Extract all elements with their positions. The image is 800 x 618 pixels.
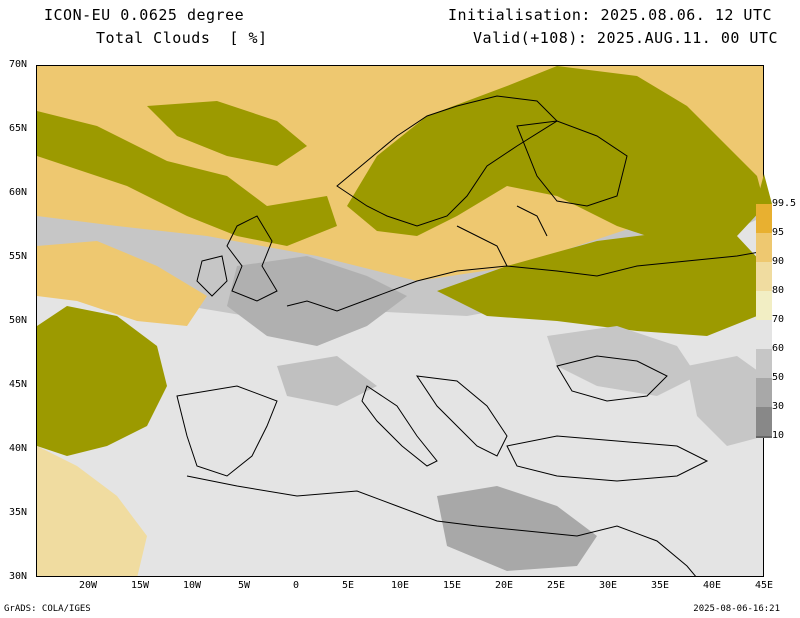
olive-cloud-sw-atlantic [37, 306, 167, 456]
map-canvas [37, 66, 763, 576]
init-time: Initialisation: 2025.08.06. 12 UTC [447, 6, 772, 24]
light-cloud-atlantic [37, 241, 207, 326]
olive-cloud-iceland [147, 101, 307, 166]
lon-tick-label: 45E [754, 580, 774, 591]
coastline-scandinavia [336, 95, 558, 227]
olive-cloud-atlantic-west [37, 111, 337, 246]
coastline-british-isles [226, 215, 278, 302]
grey-patches-black-sea [547, 326, 697, 396]
grey-patches-north-africa [437, 486, 597, 571]
legend-swatch [756, 407, 772, 436]
coastline-iberia [176, 385, 278, 477]
light-cloud-sw [37, 446, 147, 576]
legend-swatch [756, 204, 772, 233]
coastline-italy [361, 385, 438, 467]
lat-tick-label: 35N [9, 507, 28, 518]
lon-tick-label: 40E [702, 580, 722, 591]
legend-swatch [756, 233, 772, 262]
lat-tick-label: 40N [9, 443, 28, 454]
lon-tick-label: 10W [182, 580, 202, 591]
legend-level-label: 10 [772, 430, 785, 441]
legend-level-label: 99.5 [772, 198, 797, 209]
legend-level-label: 95 [772, 227, 785, 238]
lon-tick-label: 20E [494, 580, 514, 591]
coastline-ireland [196, 255, 228, 297]
olive-cloud-eastern-europe [437, 231, 763, 336]
coastline-turkey [506, 435, 709, 482]
legend-level-label: 70 [772, 314, 785, 325]
legend-level-label: 50 [772, 372, 785, 383]
variable-title: Total Clouds [ %] [96, 29, 268, 47]
coastline-finland [516, 120, 628, 207]
legend-swatch [756, 291, 772, 320]
lat-tick-label: 60N [9, 187, 28, 198]
legend-swatch [756, 436, 772, 438]
legend-swatch [756, 378, 772, 407]
lon-tick-label: 5E [341, 580, 355, 591]
lon-tick-label: 15W [130, 580, 150, 591]
legend-level-label: 30 [772, 401, 785, 412]
legend-level-label: 90 [772, 256, 785, 267]
model-title: ICON-EU 0.0625 degree [44, 6, 245, 24]
legend-level-label: 80 [772, 285, 785, 296]
legend-swatch [756, 262, 772, 291]
lon-tick-label: 35E [650, 580, 670, 591]
grey-patches-east [687, 356, 763, 446]
coastline-baltic [456, 205, 548, 267]
lon-tick-label: 30E [598, 580, 618, 591]
grey-patches-central-europe [227, 256, 407, 346]
lon-tick-label: 20W [78, 580, 98, 591]
lon-tick-label: 15E [442, 580, 462, 591]
legend-level-label: 60 [772, 343, 785, 354]
legend-top-arrow [756, 174, 772, 204]
lat-tick-label: 65N [9, 123, 28, 134]
footer-timestamp: 2025-08-06-16:21 [693, 604, 780, 614]
lat-tick-label: 55N [9, 251, 28, 262]
lon-tick-label: 10E [390, 580, 410, 591]
grey-patches-alps [277, 356, 377, 406]
legend-swatch [756, 320, 772, 349]
footer-credit: GrADS: COLA/IGES [4, 604, 91, 614]
lat-tick-label: 70N [9, 59, 28, 70]
coastline-black-sea [556, 355, 668, 402]
lat-tick-label: 45N [9, 379, 28, 390]
legend-swatch [756, 349, 772, 378]
coastline-balkans [415, 375, 508, 457]
olive-cloud-scandinavia [347, 66, 763, 246]
lat-tick-label: 50N [9, 315, 28, 326]
lat-tick-label: 30N [9, 571, 28, 582]
valid-time: Valid(+108): 2025.AUG.11. 00 UTC [473, 29, 778, 47]
color-legend [756, 174, 772, 438]
lon-tick-label: 5W [237, 580, 251, 591]
cloud-cover-map [36, 65, 764, 577]
coastline-north-africa [186, 475, 696, 576]
lon-tick-label: 0 [292, 580, 300, 591]
lon-tick-label: 25E [546, 580, 566, 591]
